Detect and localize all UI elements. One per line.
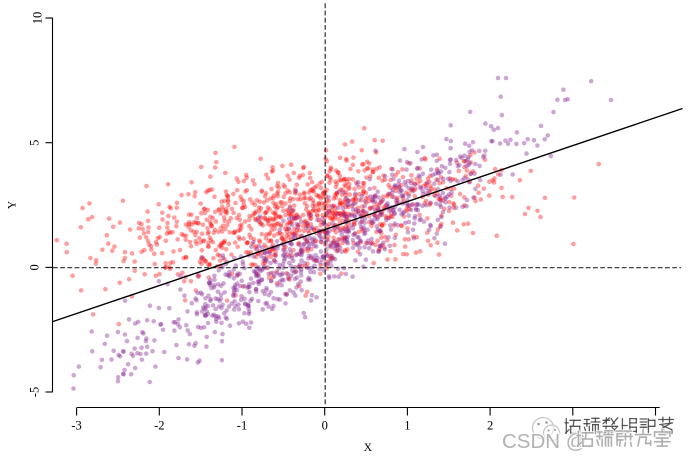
svg-text:CSDN @: CSDN @: [502, 430, 587, 453]
svg-text:Y: Y: [7, 200, 19, 209]
svg-text:-3: -3: [71, 419, 81, 433]
svg-text:1: 1: [404, 419, 410, 433]
svg-text:2: 2: [487, 419, 493, 433]
svg-text:10: 10: [30, 12, 44, 25]
svg-text:-5: -5: [28, 387, 42, 397]
svg-text:0: 0: [322, 419, 328, 433]
svg-text:CSDN @: CSDN @: [502, 430, 587, 453]
svg-text:5: 5: [28, 140, 42, 146]
svg-text:-1: -1: [237, 419, 247, 433]
svg-text:X: X: [364, 442, 373, 454]
svg-text:0: 0: [28, 264, 42, 270]
svg-text:-2: -2: [154, 419, 164, 433]
